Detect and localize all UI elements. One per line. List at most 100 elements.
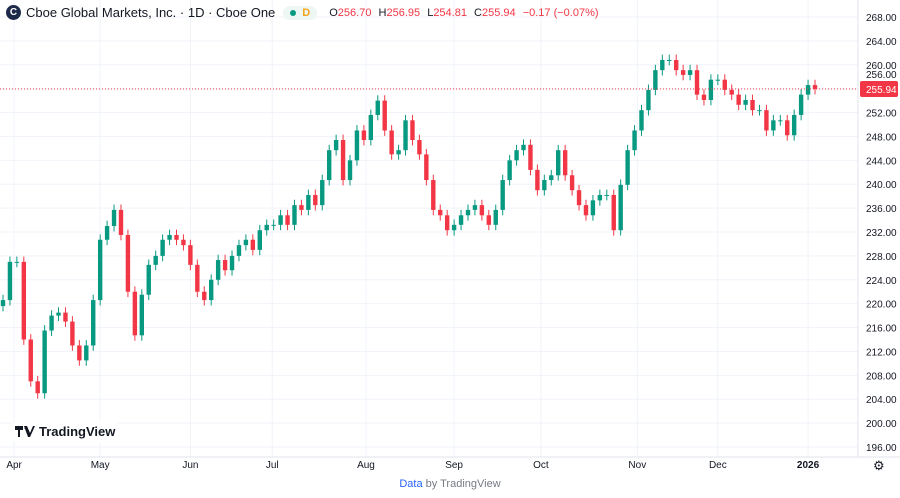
candle-body [285, 215, 290, 225]
candle-body [701, 94, 707, 101]
candle-body [320, 180, 325, 206]
candle [576, 184, 582, 211]
market-status-pill[interactable]: D [283, 5, 318, 20]
candle [354, 125, 360, 166]
candle [701, 89, 707, 106]
y-tick-label: 252.00 [866, 109, 897, 120]
y-tick-label: 260.00 [866, 61, 897, 72]
candle [403, 114, 408, 156]
candle [632, 125, 637, 156]
candle-body [618, 184, 623, 231]
candle-body [708, 79, 714, 101]
candle [229, 250, 235, 276]
candle [202, 286, 207, 306]
candle [625, 144, 630, 191]
candle [729, 84, 734, 101]
ohlc-values: O256.70 H256.95 L254.81 C255.94 −0.17 (−… [325, 7, 598, 19]
candle [167, 229, 172, 246]
market-open-dot-icon [290, 9, 297, 16]
candle-body [451, 224, 457, 231]
candle [77, 340, 82, 366]
candle [438, 204, 443, 221]
candle [368, 109, 374, 146]
candle-body [528, 144, 533, 170]
candle-body [49, 315, 54, 331]
tradingview-logo[interactable]: TradingView [9, 420, 122, 443]
candle [667, 54, 672, 66]
candle [35, 375, 40, 399]
candle-body [556, 150, 561, 176]
candle-body [812, 85, 818, 90]
high-label: H [378, 6, 387, 19]
candle-body [458, 215, 464, 225]
candle-body [396, 150, 401, 155]
candle-body [562, 150, 568, 176]
candle-body [778, 120, 783, 122]
candle [771, 114, 776, 136]
candle-body [444, 215, 450, 231]
candle [569, 169, 575, 196]
candle-body [569, 175, 575, 191]
candle-body [111, 209, 117, 227]
candle-body [313, 194, 318, 206]
candle-body [375, 100, 380, 115]
candle [486, 209, 492, 231]
candle [465, 204, 471, 221]
data-link[interactable]: Data [399, 478, 423, 490]
candle [49, 310, 54, 336]
candle-body [333, 140, 339, 151]
candle [174, 229, 179, 246]
candle [597, 189, 603, 206]
candle [56, 307, 61, 321]
candle [764, 104, 769, 136]
candle-body [70, 321, 75, 346]
x-tick-label: Jun [182, 460, 198, 471]
candle [222, 254, 228, 276]
candle-body [361, 130, 367, 141]
candle [84, 340, 89, 366]
candle [271, 219, 276, 231]
y-tick-label: 240.00 [866, 180, 897, 191]
candle [326, 144, 332, 186]
y-tick-label: 216.00 [866, 324, 897, 335]
candle [812, 79, 818, 95]
change-value: −0.17 (−0.07%) [522, 6, 599, 19]
candle-body [56, 312, 61, 316]
candle [798, 89, 804, 121]
candle [7, 256, 13, 306]
candle [708, 74, 714, 106]
candle-body [722, 79, 727, 90]
chart-settings-icon[interactable]: ⚙ [873, 458, 885, 473]
candle-body [91, 300, 96, 346]
candle [292, 199, 297, 231]
delayed-data-badge: D [302, 6, 311, 19]
candle-body [97, 239, 103, 301]
candle [521, 139, 526, 156]
symbol-title[interactable]: Cboe Global Markets, Inc. · 1D · Cboe On… [26, 5, 276, 20]
candle [431, 174, 436, 216]
candle-body [63, 312, 68, 322]
candle [236, 239, 242, 262]
candle-body [646, 89, 651, 111]
candle [160, 234, 165, 262]
candle [97, 234, 103, 306]
candle [660, 54, 665, 76]
candle-body [771, 120, 776, 131]
candle [639, 104, 644, 136]
candle-body [382, 100, 387, 131]
candle-body [604, 194, 609, 196]
candle-body [0, 300, 6, 307]
candle [736, 89, 741, 111]
candle [458, 209, 464, 231]
candle-body [243, 239, 249, 246]
candle-body [222, 260, 228, 271]
candle-body [417, 140, 422, 155]
candle-body [486, 215, 492, 225]
candle-body [264, 224, 269, 231]
candle-body [7, 261, 13, 301]
candle-body [340, 140, 346, 181]
candle [528, 139, 533, 176]
candle [722, 74, 727, 96]
attribution-text: by TradingView [425, 478, 501, 490]
